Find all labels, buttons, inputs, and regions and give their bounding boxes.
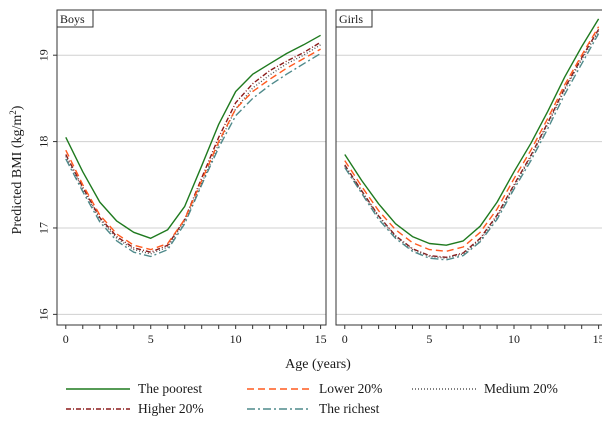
- y-axis-title: Predicted BMI (kg/m2): [8, 105, 25, 234]
- panel-title: Girls: [339, 12, 363, 26]
- series-line-higher-20-: [344, 28, 600, 258]
- panel-title: Boys: [60, 12, 85, 26]
- legend-label: The richest: [319, 401, 380, 416]
- girls-panel: Girls 0 5 10 15: [335, 9, 602, 346]
- y-tick-label: 19: [37, 49, 51, 61]
- legend-label: Medium 20%: [484, 381, 558, 396]
- x-tick-label: 5: [148, 332, 154, 346]
- panel-frame: [56, 9, 327, 326]
- series-line-the-poorest: [344, 18, 600, 246]
- x-tick-label: 5: [426, 332, 432, 346]
- legend: The poorest Lower 20% Medium 20% Higher 20%…: [66, 381, 558, 416]
- panel-title-box: [56, 9, 94, 28]
- series-line-the-richest: [65, 52, 321, 258]
- x-tick-label: 10: [508, 332, 520, 346]
- boys-panel: Boys 0 5 10 15 16 17 18 19: [37, 9, 327, 346]
- panel-frame: [335, 9, 602, 326]
- x-axis-title: Age (years): [285, 357, 351, 372]
- x-tick-label: 0: [342, 332, 348, 346]
- x-tick-label: 0: [63, 332, 69, 346]
- y-tick-label: 16: [37, 308, 51, 320]
- y-tick-label: 18: [37, 136, 51, 148]
- legend-label: Lower 20%: [319, 381, 382, 396]
- legend-label: The poorest: [138, 381, 202, 396]
- x-tick-label: 15: [315, 332, 327, 346]
- series-line-the-richest: [344, 33, 600, 261]
- series-line-the-poorest: [65, 34, 321, 240]
- x-tick-label: 15: [593, 332, 602, 346]
- x-tick-label: 10: [230, 332, 242, 346]
- y-tick-label: 17: [37, 222, 51, 234]
- panel-title-box: [335, 9, 373, 28]
- legend-label: Higher 20%: [138, 401, 204, 416]
- series-line-medium-20-: [65, 44, 321, 255]
- series-line-lower-20-: [65, 48, 321, 251]
- series-line-lower-20-: [344, 26, 600, 253]
- series-line-medium-20-: [344, 30, 600, 259]
- series-line-higher-20-: [65, 41, 321, 253]
